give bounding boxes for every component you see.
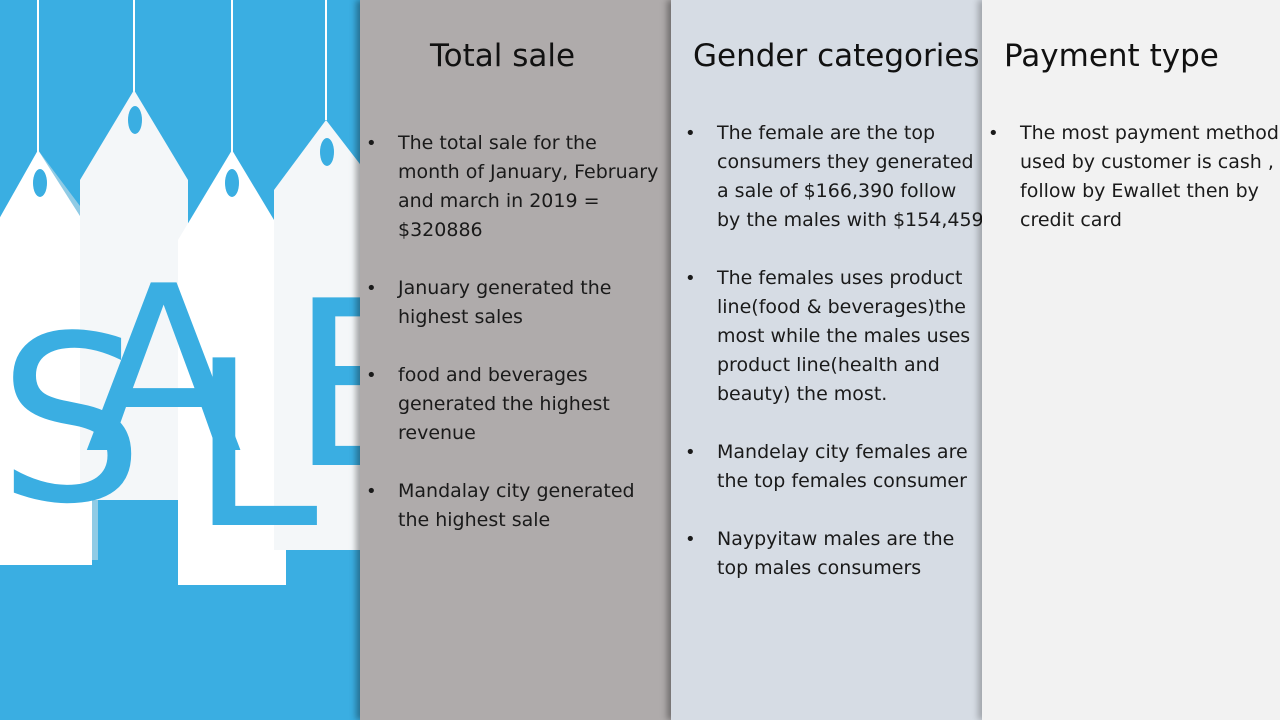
- list-item: The total sale for the month of January,…: [360, 129, 660, 245]
- total-sale-title: Total sale: [430, 38, 576, 74]
- list-item: food and beverages generated the highest…: [360, 361, 660, 448]
- list-item: The female are the top consumers they ge…: [679, 119, 984, 235]
- gender-categories-title: Gender categories: [693, 38, 980, 74]
- tag-a: [80, 90, 188, 500]
- letter-e: E: [290, 253, 360, 520]
- tag-l: [178, 150, 286, 585]
- payment-type-title: Payment type: [1004, 38, 1219, 74]
- gender-categories-list: The female are the top consumers they ge…: [679, 119, 984, 612]
- list-item: The females uses product line(food & bev…: [679, 264, 984, 409]
- tag-s: [0, 150, 92, 565]
- list-item: January generated the highest sales: [360, 274, 660, 332]
- tag-hole: [225, 169, 239, 197]
- total-sale-list: The total sale for the month of January,…: [360, 129, 660, 564]
- sale-tags-illustration: S A L E: [0, 0, 360, 585]
- list-item: The most payment method used by customer…: [982, 119, 1280, 235]
- total-sale-panel: Total sale The total sale for the month …: [360, 0, 671, 720]
- payment-type-list: The most payment method used by customer…: [982, 119, 1280, 264]
- list-item: Mandalay city generated the highest sale: [360, 477, 660, 535]
- tag-hole: [320, 138, 334, 166]
- list-item: Mandelay city females are the top female…: [679, 438, 984, 496]
- tag-hole: [33, 169, 47, 197]
- letter-l: L: [190, 313, 318, 580]
- sale-tags-image: S A L E: [0, 0, 360, 720]
- gender-categories-panel: Gender categories The female are the top…: [671, 0, 984, 720]
- letter-s: S: [0, 288, 144, 555]
- tag-hole: [128, 106, 142, 134]
- tag-e: [274, 120, 360, 550]
- letter-a: A: [85, 238, 242, 505]
- list-item: Naypyitaw males are the top males consum…: [679, 525, 984, 583]
- payment-type-panel: Payment type The most payment method use…: [982, 0, 1280, 720]
